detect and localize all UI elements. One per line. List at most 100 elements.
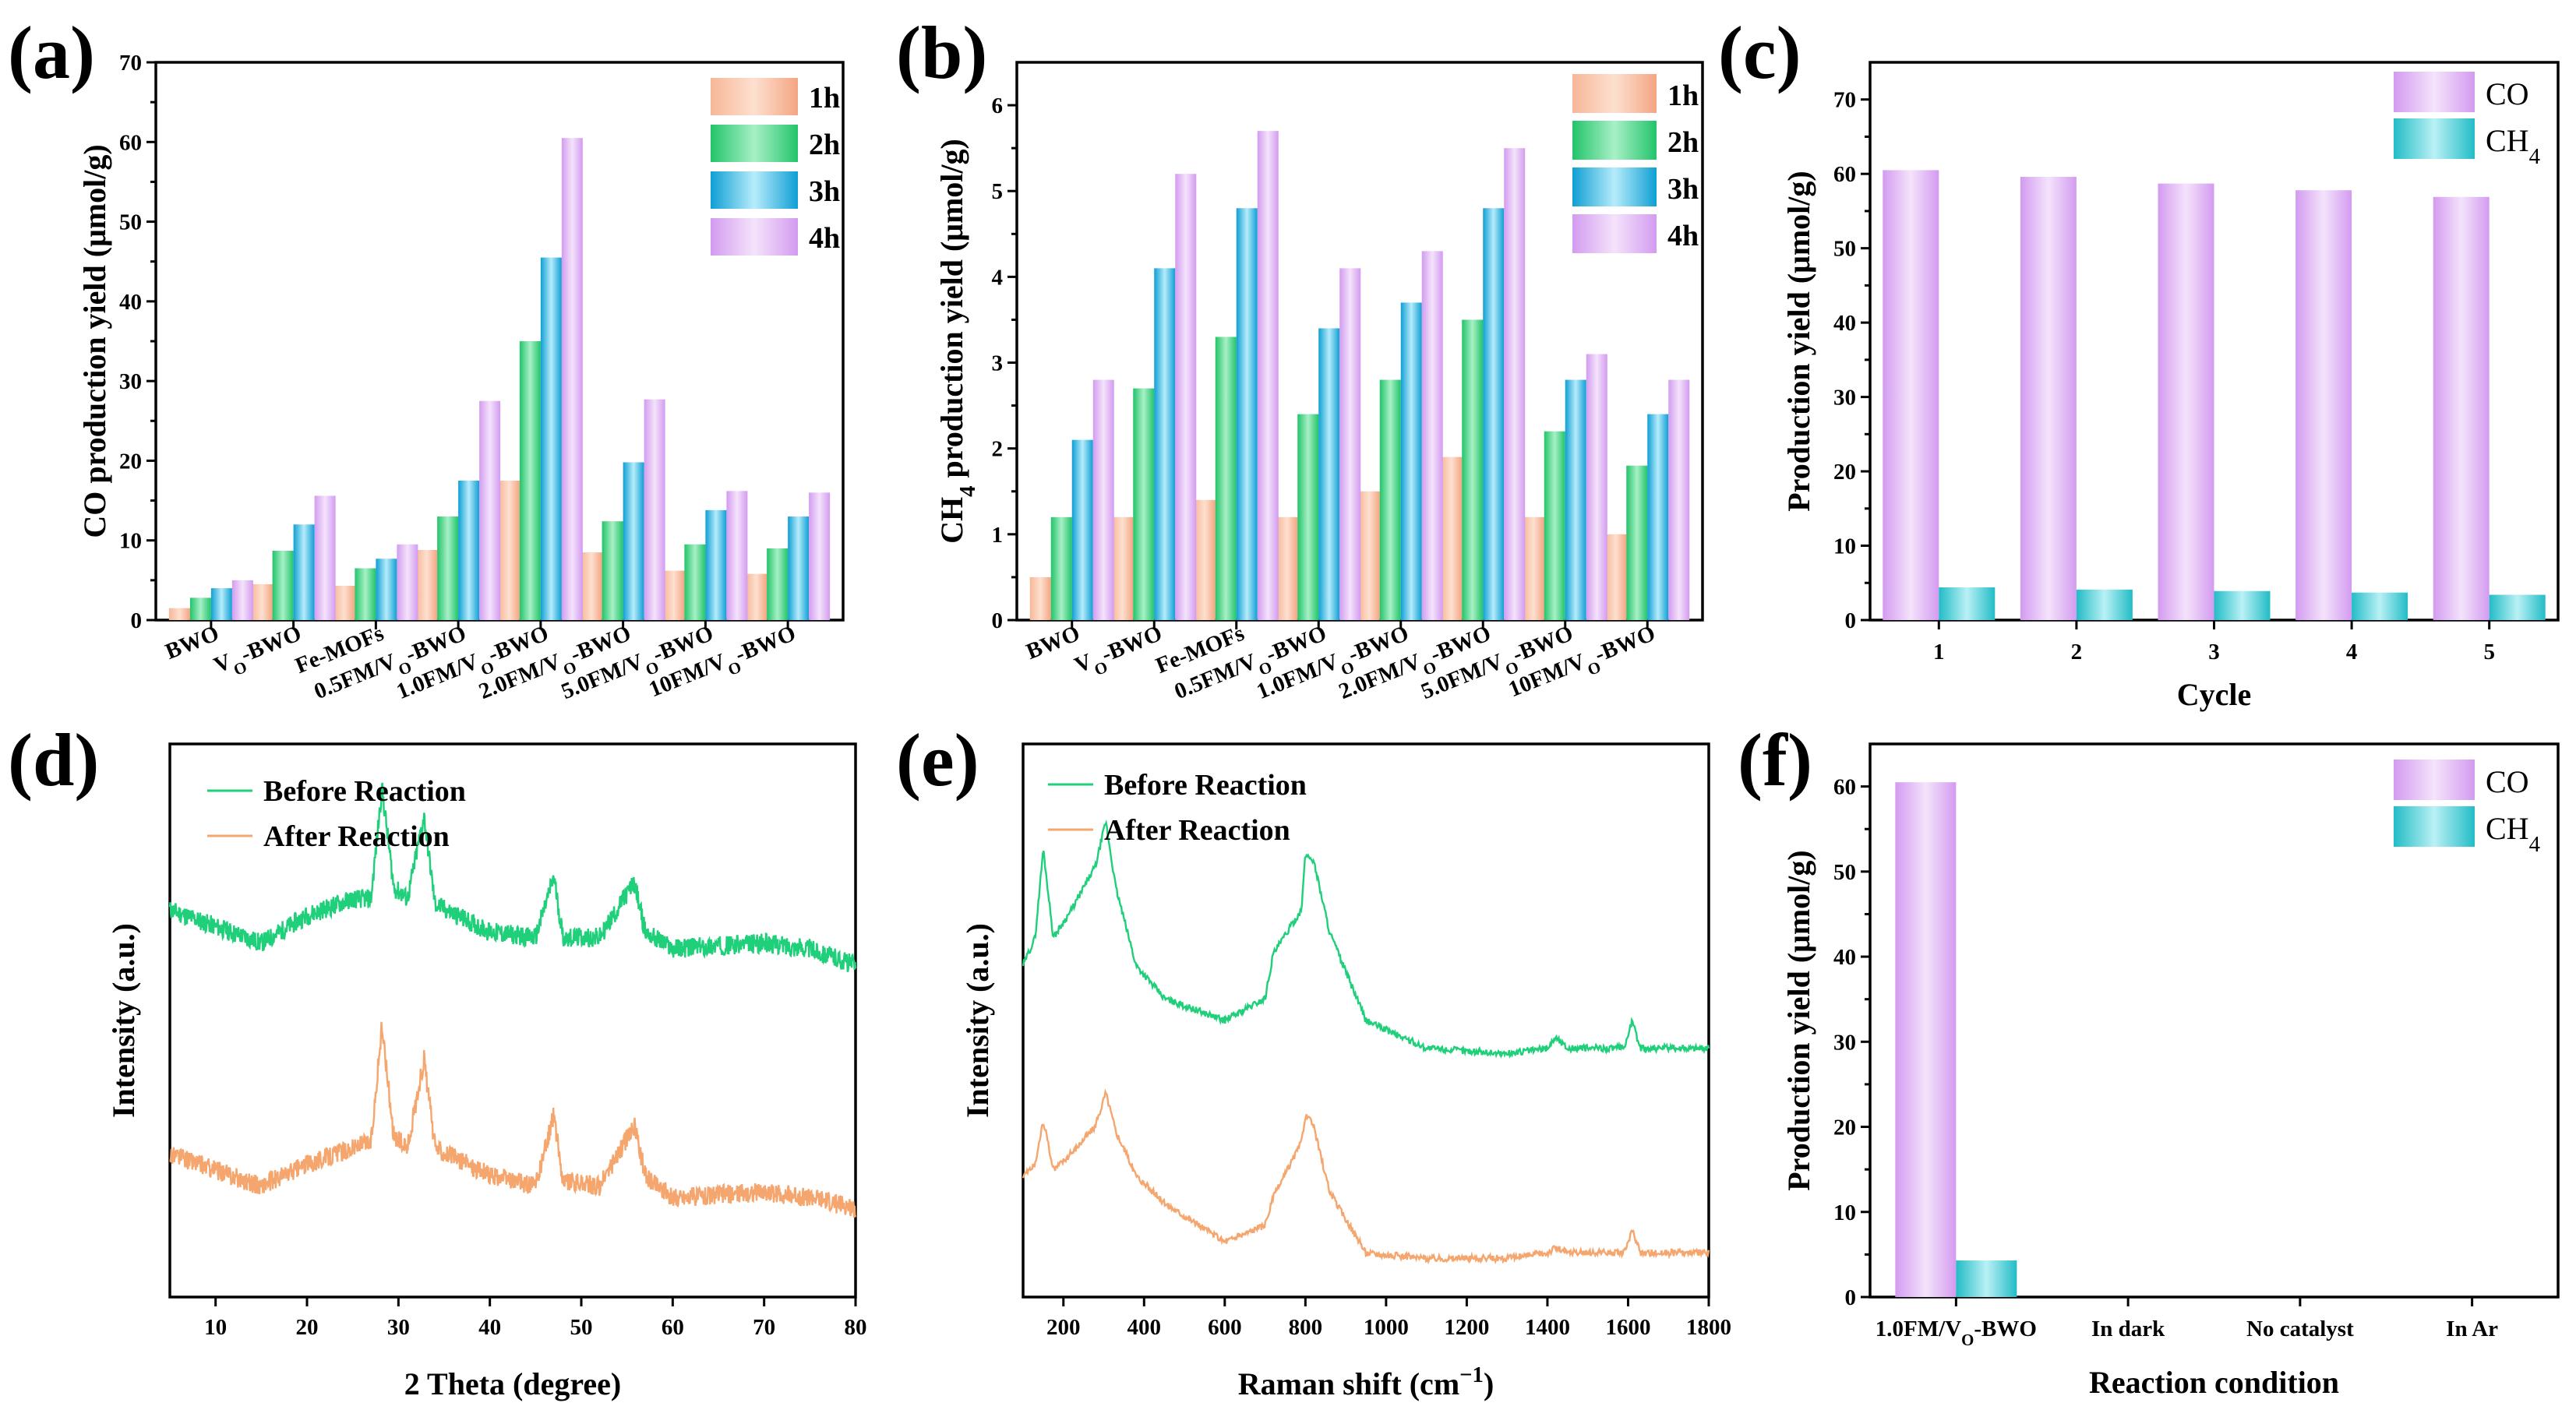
- legend-label-CO: CO: [2486, 76, 2529, 111]
- x-tick-label: VO-BWO: [210, 621, 308, 686]
- bar-2h-VO-BWO: [1133, 388, 1155, 620]
- bar-3h-0.5FM/VO-BWO: [1318, 328, 1340, 620]
- x-tick-label: 1000: [1364, 1315, 1409, 1340]
- bar-1h-0.5FM/VO-BWO: [1276, 516, 1298, 620]
- x-tick-label: VO-BWO: [1071, 621, 1169, 686]
- bar-CO-4: [2295, 190, 2352, 621]
- y-tick-label: 40: [1833, 311, 1856, 336]
- series-line-before: [1022, 819, 1710, 1059]
- legend-label-CH4: CH4: [2486, 123, 2540, 169]
- y-axis-label: Intensity (a.u.): [960, 923, 995, 1118]
- bar-3h-Fe-MOFs: [376, 559, 397, 620]
- y-tick-label: 6: [992, 93, 1004, 118]
- legend-swatch-CH4: [2394, 806, 2475, 847]
- y-tick-label: 1: [992, 523, 1004, 548]
- x-tick-label: 10: [204, 1315, 227, 1340]
- plot-frame-d: [168, 742, 857, 1299]
- y-axis-label: Production yield (μmol/g): [1781, 850, 1816, 1190]
- y-tick-label: 30: [1833, 1030, 1856, 1055]
- bar-3h-1.0FM/VO-BWO: [540, 257, 562, 620]
- y-tick-label: 60: [119, 130, 142, 155]
- x-tick-label: 5: [2483, 640, 2495, 664]
- x-tick-label: 1800: [1686, 1315, 1731, 1340]
- x-tick-label: 30: [387, 1315, 410, 1340]
- bar-CO-5: [2433, 196, 2490, 620]
- bar-3h-0.5FM/VO-BWO: [458, 481, 480, 620]
- bar-4h-0.5FM/VO-BWO: [1339, 268, 1361, 620]
- plot-frame-f: [1868, 742, 2560, 1299]
- y-axis-label: CH4 production yield (μmol/g): [934, 139, 980, 544]
- x-tick-label: 2: [2071, 640, 2083, 664]
- series-line-after: [1022, 1088, 1710, 1265]
- bar-3h-2.0FM/VO-BWO: [623, 462, 644, 620]
- bar-3h-Fe-MOFs: [1236, 208, 1258, 620]
- x-axis-label: 2 Theta (degree): [404, 1366, 621, 1401]
- legend-swatch-CO: [2394, 760, 2475, 800]
- y-tick-label: 30: [119, 369, 142, 394]
- y-tick-label: 50: [1833, 237, 1856, 262]
- bar-2h-Fe-MOFs: [1215, 337, 1237, 620]
- bar-3h-1.0FM/VO-BWO: [1400, 302, 1422, 620]
- legend-label-2h: 2h: [1667, 126, 1699, 159]
- bar-4h-0.5FM/VO-BWO: [479, 400, 501, 620]
- x-tick-label: 10FM/VO-BWO: [1505, 621, 1662, 710]
- bar-4h-BWO: [231, 580, 253, 620]
- bar-CO-1.0FM/VO-BWO: [1895, 782, 1957, 1297]
- panel-label-b: (b): [896, 11, 987, 94]
- y-tick-label: 40: [119, 290, 142, 315]
- y-tick-label: 0: [1845, 608, 1857, 633]
- bar-1h-1.0FM/VO-BWO: [498, 481, 520, 620]
- y-tick-label: 4: [992, 265, 1004, 290]
- legend-swatch-4h: [1572, 214, 1657, 253]
- legend-swatch-CH4: [2394, 118, 2475, 159]
- bar-1h-10FM/VO-BWO: [1605, 534, 1627, 620]
- bar-CH4-1.0FM/VO-BWO: [1956, 1260, 2017, 1297]
- bar-3h-VO-BWO: [1154, 268, 1176, 620]
- y-axis-label: Production yield (μmol/g): [1781, 171, 1816, 511]
- y-tick-label: 10: [1833, 1200, 1856, 1225]
- chart-a: 010203040506070BWOVO-BWOFe-MOFs0.5FM/VO-…: [77, 51, 845, 711]
- x-tick-label: 4: [2346, 640, 2358, 664]
- series-line-after: [169, 1021, 857, 1218]
- y-tick-label: 60: [1833, 162, 1856, 187]
- chart-e: 200 400 600 800 1000 1200 1400 1600 1800 Intensit…: [960, 742, 1731, 1401]
- bar-3h-5.0FM/VO-BWO: [1565, 379, 1586, 620]
- bar-CH4-4: [2352, 592, 2408, 620]
- y-tick-label: 20: [119, 449, 142, 474]
- panel-label-c: (c): [1718, 11, 1801, 94]
- x-tick-label: 40: [478, 1315, 501, 1340]
- y-tick-label: 50: [119, 210, 142, 235]
- legend-label-after: After Reaction: [1104, 814, 1290, 847]
- y-tick-label: 0: [131, 608, 143, 633]
- bar-2h-2.0FM/VO-BWO: [1462, 319, 1484, 620]
- x-tick-label: 1.0FM/VO-BWO: [1876, 1317, 2037, 1349]
- legend-label-before: Before Reaction: [1104, 769, 1307, 802]
- bar-2h-10FM/VO-BWO: [767, 548, 789, 620]
- x-tick-label: 20: [296, 1315, 319, 1340]
- bar-4h-5.0FM/VO-BWO: [726, 491, 748, 620]
- y-tick-label: 70: [1833, 88, 1856, 113]
- legend-swatch-1h: [1572, 74, 1657, 113]
- panel-label-f: (f): [1738, 718, 1812, 802]
- y-tick-label: 20: [1833, 1116, 1856, 1140]
- legend-swatch-2h: [711, 125, 798, 162]
- bar-1h-2.0FM/VO-BWO: [580, 552, 602, 620]
- bar-1h-Fe-MOFs: [333, 586, 355, 620]
- y-tick-label: 60: [1833, 775, 1856, 800]
- x-tick-label: 10FM/VO-BWO: [645, 621, 802, 710]
- bar-1h-Fe-MOFs: [1194, 499, 1216, 620]
- x-tick-label: 1400: [1525, 1315, 1570, 1340]
- x-tick-label: 800: [1289, 1315, 1323, 1340]
- y-tick-label: 3: [992, 351, 1004, 376]
- bar-2h-1.0FM/VO-BWO: [1379, 379, 1401, 620]
- legend-label-1h: 1h: [809, 82, 840, 115]
- legend-label-before: Before Reaction: [263, 775, 466, 808]
- bar-2h-1.0FM/VO-BWO: [519, 341, 541, 620]
- bar-4h-10FM/VO-BWO: [809, 492, 831, 620]
- x-tick-label: 3: [2208, 640, 2220, 664]
- legend-label-2h: 2h: [809, 129, 840, 161]
- bar-4h-2.0FM/VO-BWO: [1504, 148, 1526, 621]
- legend-swatch-3h: [1572, 167, 1657, 206]
- bar-1h-5.0FM/VO-BWO: [663, 570, 685, 620]
